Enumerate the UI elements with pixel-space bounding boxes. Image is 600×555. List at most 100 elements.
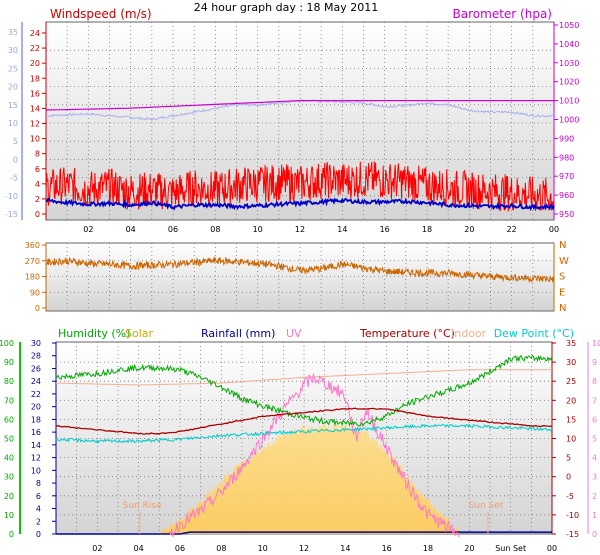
panel1-x-tick-label: 04 [126, 225, 136, 234]
panel1-x-tick-label: 12 [295, 225, 305, 234]
barometer-axis-label: Barometer (hpa) [453, 7, 552, 21]
panel3-x-tick-label: 10 [258, 544, 268, 553]
rainfall-tick-label: 24 [31, 377, 41, 386]
solar-area [159, 421, 460, 536]
windspeed-tick-label: 24 [30, 29, 40, 38]
humidity-tick-label: 100 [0, 339, 14, 348]
rainfall-tick-label: 2 [36, 517, 41, 526]
rainfall-tick-label: 30 [31, 339, 41, 348]
barometer-tick-label: 1000 [559, 116, 579, 125]
dewpoint-line [55, 423, 553, 444]
barometer-tick-label: 980 [559, 153, 574, 162]
compass-tick-label: N [559, 303, 566, 314]
uv-tick-label: 10 [592, 339, 600, 348]
panel2-background [45, 242, 555, 312]
dewpoint-label: Dew Point (°C) [494, 327, 574, 340]
rainfall-tick-label: 6 [36, 492, 41, 501]
far-left-tick-label: -5 [10, 174, 18, 183]
panel3-x-tick-label: 16 [382, 544, 392, 553]
humidity-tick-label: 70 [4, 396, 14, 405]
humidity-tick-label: 10 [4, 511, 14, 520]
uv-tick-label: 4 [592, 454, 597, 463]
panel3-x-tick-label: 20 [464, 544, 474, 553]
panel3-x-tick-label: 00 [547, 544, 557, 553]
temperature-line [55, 407, 553, 435]
humidity-label: Humidity (%) [58, 327, 130, 340]
windspeed-tick-label: 16 [30, 89, 40, 98]
barometer-tick-label: 970 [559, 172, 574, 181]
solar-label: Solar [125, 327, 154, 340]
compass-tick-label: E [559, 287, 565, 298]
far-left-tick-label: -10 [5, 192, 18, 201]
panel3-temperature-axis: 35 30 25 20 15 10 5 0 -5 -10 -15 [551, 339, 579, 539]
humidity-line [55, 354, 553, 427]
rainfall-tick-label: 4 [36, 505, 41, 514]
panel3-solar-area [159, 421, 460, 536]
panel1-x-tick-label: 10 [253, 225, 263, 234]
direction-tick-label: 90 [30, 288, 40, 297]
rainfall-tick-label: 20 [31, 403, 41, 412]
temperature-tick-label: -5 [566, 492, 574, 501]
panel3-x-tick-label: 06 [175, 544, 185, 553]
windspeed-tick-label: 22 [30, 44, 40, 53]
humidity-tick-label: 60 [4, 415, 14, 424]
barometer-tick-label: 950 [559, 210, 574, 219]
humidity-tick-label: 20 [4, 492, 14, 501]
rainfall-tick-label: 8 [36, 479, 41, 488]
uv-tick-label: 2 [592, 492, 597, 501]
sunset-label: Sun Set [469, 501, 504, 511]
uv-tick-label: 8 [592, 377, 597, 386]
uv-label: UV [286, 327, 302, 340]
temperature-tick-label: 5 [566, 454, 571, 463]
temperature-tick-label: 30 [566, 358, 576, 367]
panel1-series [45, 99, 555, 212]
windspeed-tick-label: 18 [30, 74, 40, 83]
far-left-tick-label: 30 [8, 46, 18, 55]
indoor-line [55, 369, 552, 386]
uv-line [169, 373, 460, 538]
panel1-barometer-axis: 1050 1040 1030 1020 1010 1000 990 980 970 960 950 [553, 21, 579, 220]
rainfall-line [56, 531, 552, 535]
panel2-degree-axis: 360 270 180 90 0 [25, 241, 47, 313]
panel1-x-tick-label: 20 [464, 225, 474, 234]
uv-tick-label: 9 [592, 358, 597, 367]
rainfall-label: Rainfall (mm) [201, 327, 275, 340]
rainfall-tick-label: 14 [31, 441, 41, 450]
rainfall-tick-label: 10 [31, 466, 41, 475]
far-left-tick-label: 20 [8, 83, 18, 92]
humidity-tick-label: 0 [9, 530, 14, 539]
temperature-tick-label: 15 [566, 415, 576, 424]
far-left-tick-label: 15 [8, 101, 18, 110]
panel1-x-tick-label: 16 [380, 225, 390, 234]
panel3-x-tick-label: 08 [216, 544, 226, 553]
rainfall-tick-label: 12 [31, 454, 41, 463]
panel2-series [45, 255, 555, 284]
humidity-tick-label: 80 [4, 377, 14, 386]
humidity-tick-label: 30 [4, 473, 14, 482]
windspeed-axis-label: Windspeed (m/s) [50, 7, 152, 21]
windspeed-tick-label: 6 [35, 165, 40, 174]
humidity-tick-label: 40 [4, 454, 14, 463]
temperature-tick-label: -15 [566, 530, 579, 539]
temperature-tick-label: 25 [566, 377, 576, 386]
windspeed-tick-label: 4 [35, 180, 40, 189]
barometer-tick-label: 960 [559, 191, 574, 200]
compass-tick-label: W [559, 256, 569, 267]
compass-tick-label: N [559, 240, 566, 251]
barometer-tick-label: 1020 [559, 78, 579, 87]
compass-tick-label: S [559, 272, 565, 283]
rainfall-tick-label: 26 [31, 364, 41, 373]
temperature-tick-label: 0 [566, 473, 571, 482]
direction-tick-label: 0 [35, 304, 40, 313]
uv-tick-label: 0 [592, 530, 597, 539]
direction-tick-label: 180 [25, 273, 40, 282]
panel3-x-tick-label: 18 [423, 544, 433, 553]
panel1-x-tick-label: 00 [549, 225, 559, 234]
windspeed-tick-label: 14 [30, 104, 40, 113]
windspeed-tick-label: 20 [30, 59, 40, 68]
wind-direction-line [45, 255, 555, 284]
